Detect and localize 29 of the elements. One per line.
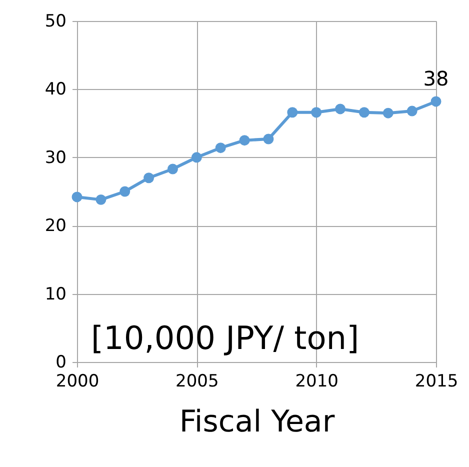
point [358,107,370,118]
point [382,108,394,118]
point [430,96,442,107]
y-tick-label: 50 [44,12,66,32]
annotation: [10,000 JPY/ ton] [91,319,360,357]
x-axis-title: Fiscal Year [179,404,336,440]
point [406,106,418,116]
y-tick-label: 10 [44,284,66,304]
y-tick-label: 20 [44,216,66,236]
point [167,164,178,174]
point [287,107,298,118]
point [311,107,322,118]
point [335,104,346,114]
point [191,152,202,163]
point [239,135,250,146]
x-tick-label: 2010 [295,372,338,392]
y-tick-label: 0 [56,352,66,372]
point [215,142,226,154]
point [120,186,130,197]
point [263,134,274,144]
y-tick-label: 40 [44,80,66,100]
x-tick-label: 2005 [176,372,219,392]
point [96,194,106,205]
x-tick-label: 2000 [56,372,100,392]
data-label: 38 [423,66,449,90]
y-tick-label: 30 [44,148,66,168]
point [72,192,82,202]
x-tick-label: 2015 [414,372,458,392]
point [144,172,154,184]
